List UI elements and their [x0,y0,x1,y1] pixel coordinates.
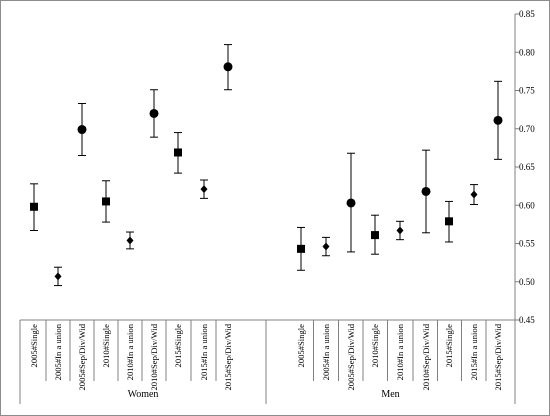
circle-marker [421,186,431,196]
y-tick-label: 0.65 [519,162,535,172]
circle-marker [493,115,503,125]
diamond-marker [470,190,478,199]
category-label: 2015#Single [444,324,454,368]
category-labels: 2005#Single 2005#In a union 2005#Sep/Div/W… [29,323,503,390]
y-tick-label: 0.60 [519,200,535,210]
category-label: 2005#Single [29,324,39,368]
circle-marker [149,108,159,118]
y-tick-label: 0.50 [519,277,535,287]
category-label: 2005#Single [296,324,306,368]
square-marker [371,231,379,240]
y-tick-label: 0.75 [519,86,535,96]
category-label: 2010#Sep/Div/Wid [149,323,159,390]
y-tick-label: 0.45 [519,315,535,325]
square-marker [297,244,305,253]
group-label: Women [128,389,159,400]
category-label: 2005#In a union [321,323,331,380]
category-label: 2005#In a union [53,323,63,380]
square-marker [102,197,110,206]
diamond-marker [396,226,404,235]
square-marker [30,202,38,211]
category-label: 2015#Sep/Div/Wid [223,323,233,390]
y-tick-label: 0.80 [519,47,535,57]
y-tick-label: 0.55 [519,239,535,249]
y-tick-labels: 0.45 0.50 0.55 0.60 0.65 0.70 0.75 0.80 0.85 [519,9,535,325]
category-label: 2015#In a union [469,323,479,380]
category-label: 2015#Sep/Div/Wid [493,323,503,390]
square-marker [445,217,453,226]
circle-marker [77,125,87,135]
category-label: 2010#In a union [395,323,405,380]
category-label: 2015#Single [173,324,183,368]
group-labels: Women Men [128,389,400,400]
diamond-marker [126,236,134,245]
data-markers [30,62,503,281]
diamond-marker [322,242,330,251]
circle-marker [223,62,233,72]
category-label: 2005#Sep/Div/Wid [77,323,87,390]
category-label: 2005#Sep/Div/Wid [346,323,356,390]
category-label: 2010#Single [101,324,111,368]
chart-axes [19,13,519,404]
category-label: 2010#Single [370,324,380,368]
y-tick-label: 0.85 [519,9,535,19]
y-tick-label: 0.70 [519,124,535,134]
category-label: 2010#In a union [125,323,135,380]
diamond-marker [200,185,208,194]
square-marker [174,148,182,157]
category-label: 2010#Sep/Div/Wid [421,323,431,390]
category-label: 2015#In a union [199,323,209,380]
diamond-marker [54,272,62,281]
group-label: Men [381,389,399,400]
circle-marker [346,198,356,208]
